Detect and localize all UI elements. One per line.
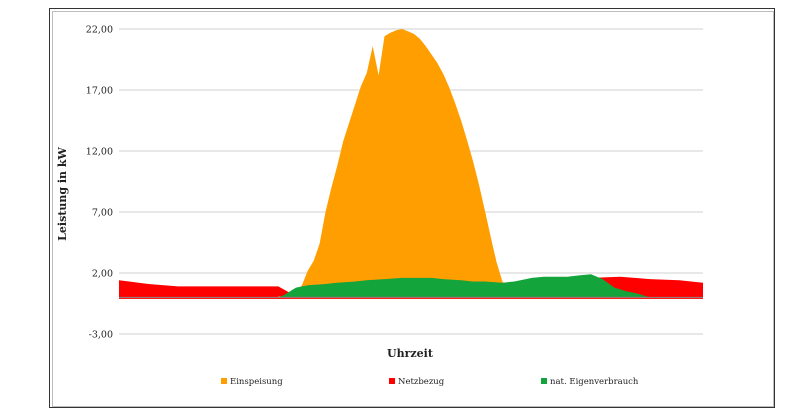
legend: Einspeisung Netzbezug nat. Eigenverbrauch: [221, 377, 639, 387]
y-tick-label: 17,00: [86, 86, 113, 97]
legend-label: Netzbezug: [398, 377, 445, 387]
legend-label: nat. Eigenverbrauch: [550, 377, 639, 387]
einspeisung-area: [278, 29, 650, 298]
axis-layer: -3,00 2,00 7,00 12,00 17,00 22,00: [86, 25, 703, 341]
eigenverbrauch-area: [278, 274, 650, 298]
y-tick-label: 12,00: [86, 147, 113, 158]
y-tick-label: 2,00: [92, 269, 113, 280]
y-tick-label: -3,00: [89, 330, 113, 341]
legend-swatch: [389, 378, 395, 384]
y-tick-label: 22,00: [86, 25, 113, 36]
chart-svg: -3,00 2,00 7,00 12,00 17,00 22,00 Leistung in…: [56, 25, 703, 387]
chart-area: -3,00 2,00 7,00 12,00 17,00 22,00 Leistung in…: [52, 11, 774, 407]
legend-swatch: [221, 378, 227, 384]
x-axis-title: Uhrzeit: [387, 347, 434, 360]
legend-label: Einspeisung: [230, 377, 283, 387]
y-tick-label: 7,00: [92, 208, 113, 219]
area-layer: [119, 29, 703, 299]
chart-frame: -3,00 2,00 7,00 12,00 17,00 22,00 Leistung in…: [49, 8, 775, 408]
legend-swatch: [541, 378, 547, 384]
y-axis-title: Leistung in kW: [56, 147, 69, 241]
netzbezug-area: [119, 276, 703, 298]
